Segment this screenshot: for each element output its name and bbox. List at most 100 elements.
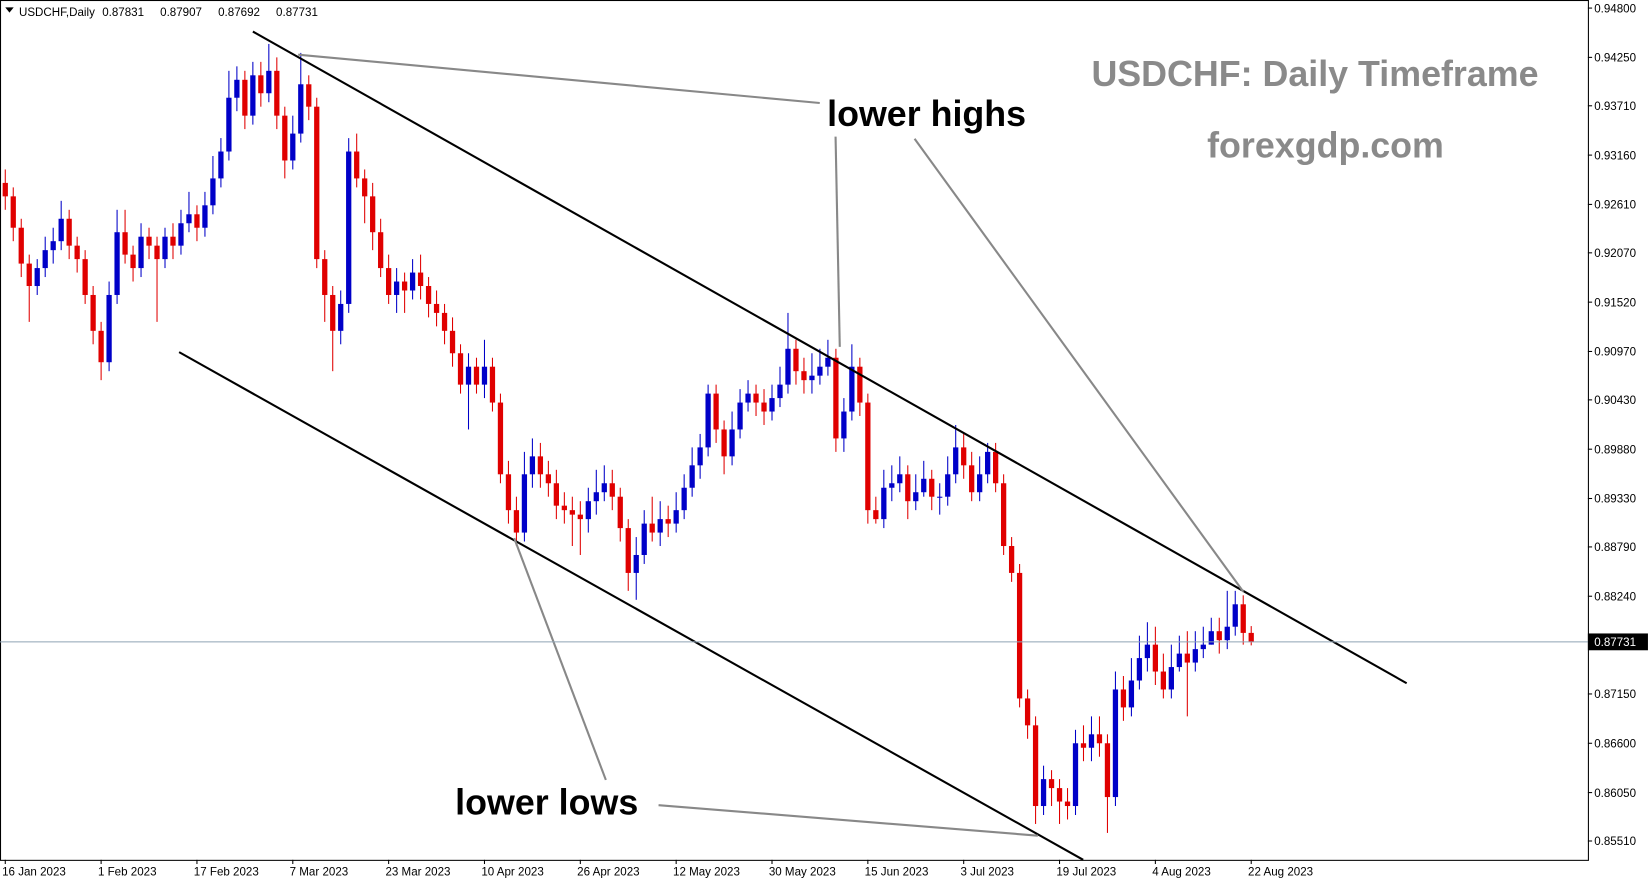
candle-body	[354, 151, 360, 179]
candle-body	[1024, 698, 1031, 726]
y-tick-label: 0.93160	[1594, 150, 1636, 162]
candle-body	[338, 303, 344, 331]
candle-body	[761, 402, 767, 412]
candle-body	[721, 429, 727, 457]
x-tick-label: 3 Jul 2023	[961, 867, 1014, 879]
candle-body	[945, 474, 951, 497]
candle-body	[673, 510, 679, 524]
candle-body	[881, 487, 887, 520]
candle-body	[1000, 483, 1007, 547]
candle-body	[74, 245, 80, 260]
candle-body	[593, 492, 599, 502]
candle-body	[473, 366, 480, 385]
ohlc-high: 0.87907	[160, 7, 202, 19]
ohlc-close: 0.87731	[276, 7, 318, 19]
x-tick-label: 12 May 2023	[673, 867, 740, 879]
candle-body	[1096, 734, 1103, 744]
candle-body	[929, 478, 935, 497]
candle-body	[441, 312, 448, 331]
candle-body	[346, 151, 352, 304]
candle-body	[82, 259, 88, 295]
x-tick-label: 19 Jul 2023	[1056, 867, 1116, 879]
pointer-line	[513, 537, 607, 781]
current-price-label: 0.87731	[1594, 637, 1636, 649]
chart-title: USDCHF: Daily Timeframe	[1091, 54, 1538, 94]
candle-body	[1216, 631, 1222, 641]
candle-body	[1152, 644, 1159, 672]
candle-body	[809, 375, 815, 381]
candle-body	[769, 398, 775, 412]
candle-body	[401, 281, 408, 291]
candle-body	[378, 232, 384, 269]
menu-arrow[interactable]	[5, 7, 14, 13]
candle-body	[218, 151, 224, 179]
candle-body	[106, 294, 112, 363]
candle-body	[138, 236, 144, 269]
candle-body	[234, 79, 240, 98]
candle-body	[66, 218, 72, 246]
candle-body	[689, 465, 695, 488]
candle-body	[1208, 631, 1214, 645]
x-tick-label: 30 May 2023	[769, 867, 836, 879]
candle-body	[162, 236, 168, 260]
candle-body	[90, 294, 96, 331]
x-tick-label: 1 Feb 2023	[98, 867, 157, 879]
chart-subtitle: forexgdp.com	[1207, 126, 1444, 166]
candle-body	[569, 510, 575, 515]
candle-body	[577, 514, 583, 520]
candle-body	[290, 133, 296, 161]
candle-body	[1144, 644, 1151, 659]
candle-body	[370, 196, 376, 233]
candle-body	[1048, 779, 1055, 789]
candle-body	[1168, 667, 1174, 690]
candle-body	[154, 245, 160, 260]
candle-body	[298, 84, 304, 134]
x-tick-label: 16 Jan 2023	[2, 867, 66, 879]
candle-body	[42, 250, 48, 269]
y-tick-label: 0.86050	[1594, 788, 1636, 800]
pointer-line	[298, 53, 820, 105]
candle-body	[1184, 653, 1190, 663]
candle-body	[1056, 788, 1063, 802]
candle-body	[601, 483, 607, 493]
candle-body	[521, 474, 528, 533]
pointer-line	[834, 136, 841, 347]
y-tick-label: 0.94800	[1594, 3, 1636, 15]
candle-body	[449, 330, 456, 354]
candle-body	[1248, 632, 1254, 642]
candle-body	[386, 268, 392, 295]
candle-body	[425, 286, 432, 304]
candle-body	[314, 106, 320, 260]
candle-body	[729, 429, 735, 457]
candle-body	[26, 263, 32, 287]
y-tick-label: 0.92610	[1594, 200, 1636, 212]
y-tick-label: 0.88240	[1594, 591, 1636, 603]
candle-body	[1200, 644, 1206, 650]
candle-body	[537, 456, 544, 475]
candle-body	[1032, 725, 1039, 807]
candle-body	[801, 371, 807, 381]
candle-body	[1112, 689, 1119, 798]
candle-body	[1128, 680, 1135, 708]
y-tick-label: 0.86600	[1594, 738, 1636, 750]
candle-body	[913, 492, 919, 502]
candle-body	[1176, 653, 1182, 668]
candle-body	[713, 393, 719, 430]
candle-body	[481, 366, 488, 385]
annotation: lower highs	[827, 94, 1026, 134]
candle-body	[330, 294, 336, 331]
candle-body	[10, 196, 16, 228]
candles	[2, 43, 1254, 833]
candle-body	[857, 366, 863, 403]
candle-body	[873, 510, 879, 520]
candle-body	[953, 447, 959, 475]
pointer-line	[658, 804, 1038, 837]
candle-body	[657, 519, 663, 533]
y-tick-label: 0.89330	[1594, 494, 1636, 506]
candle-body	[146, 236, 152, 246]
y-tick-label: 0.87150	[1594, 689, 1636, 701]
candle-body	[274, 70, 280, 116]
candle-body	[258, 75, 264, 94]
candle-body	[553, 483, 559, 506]
